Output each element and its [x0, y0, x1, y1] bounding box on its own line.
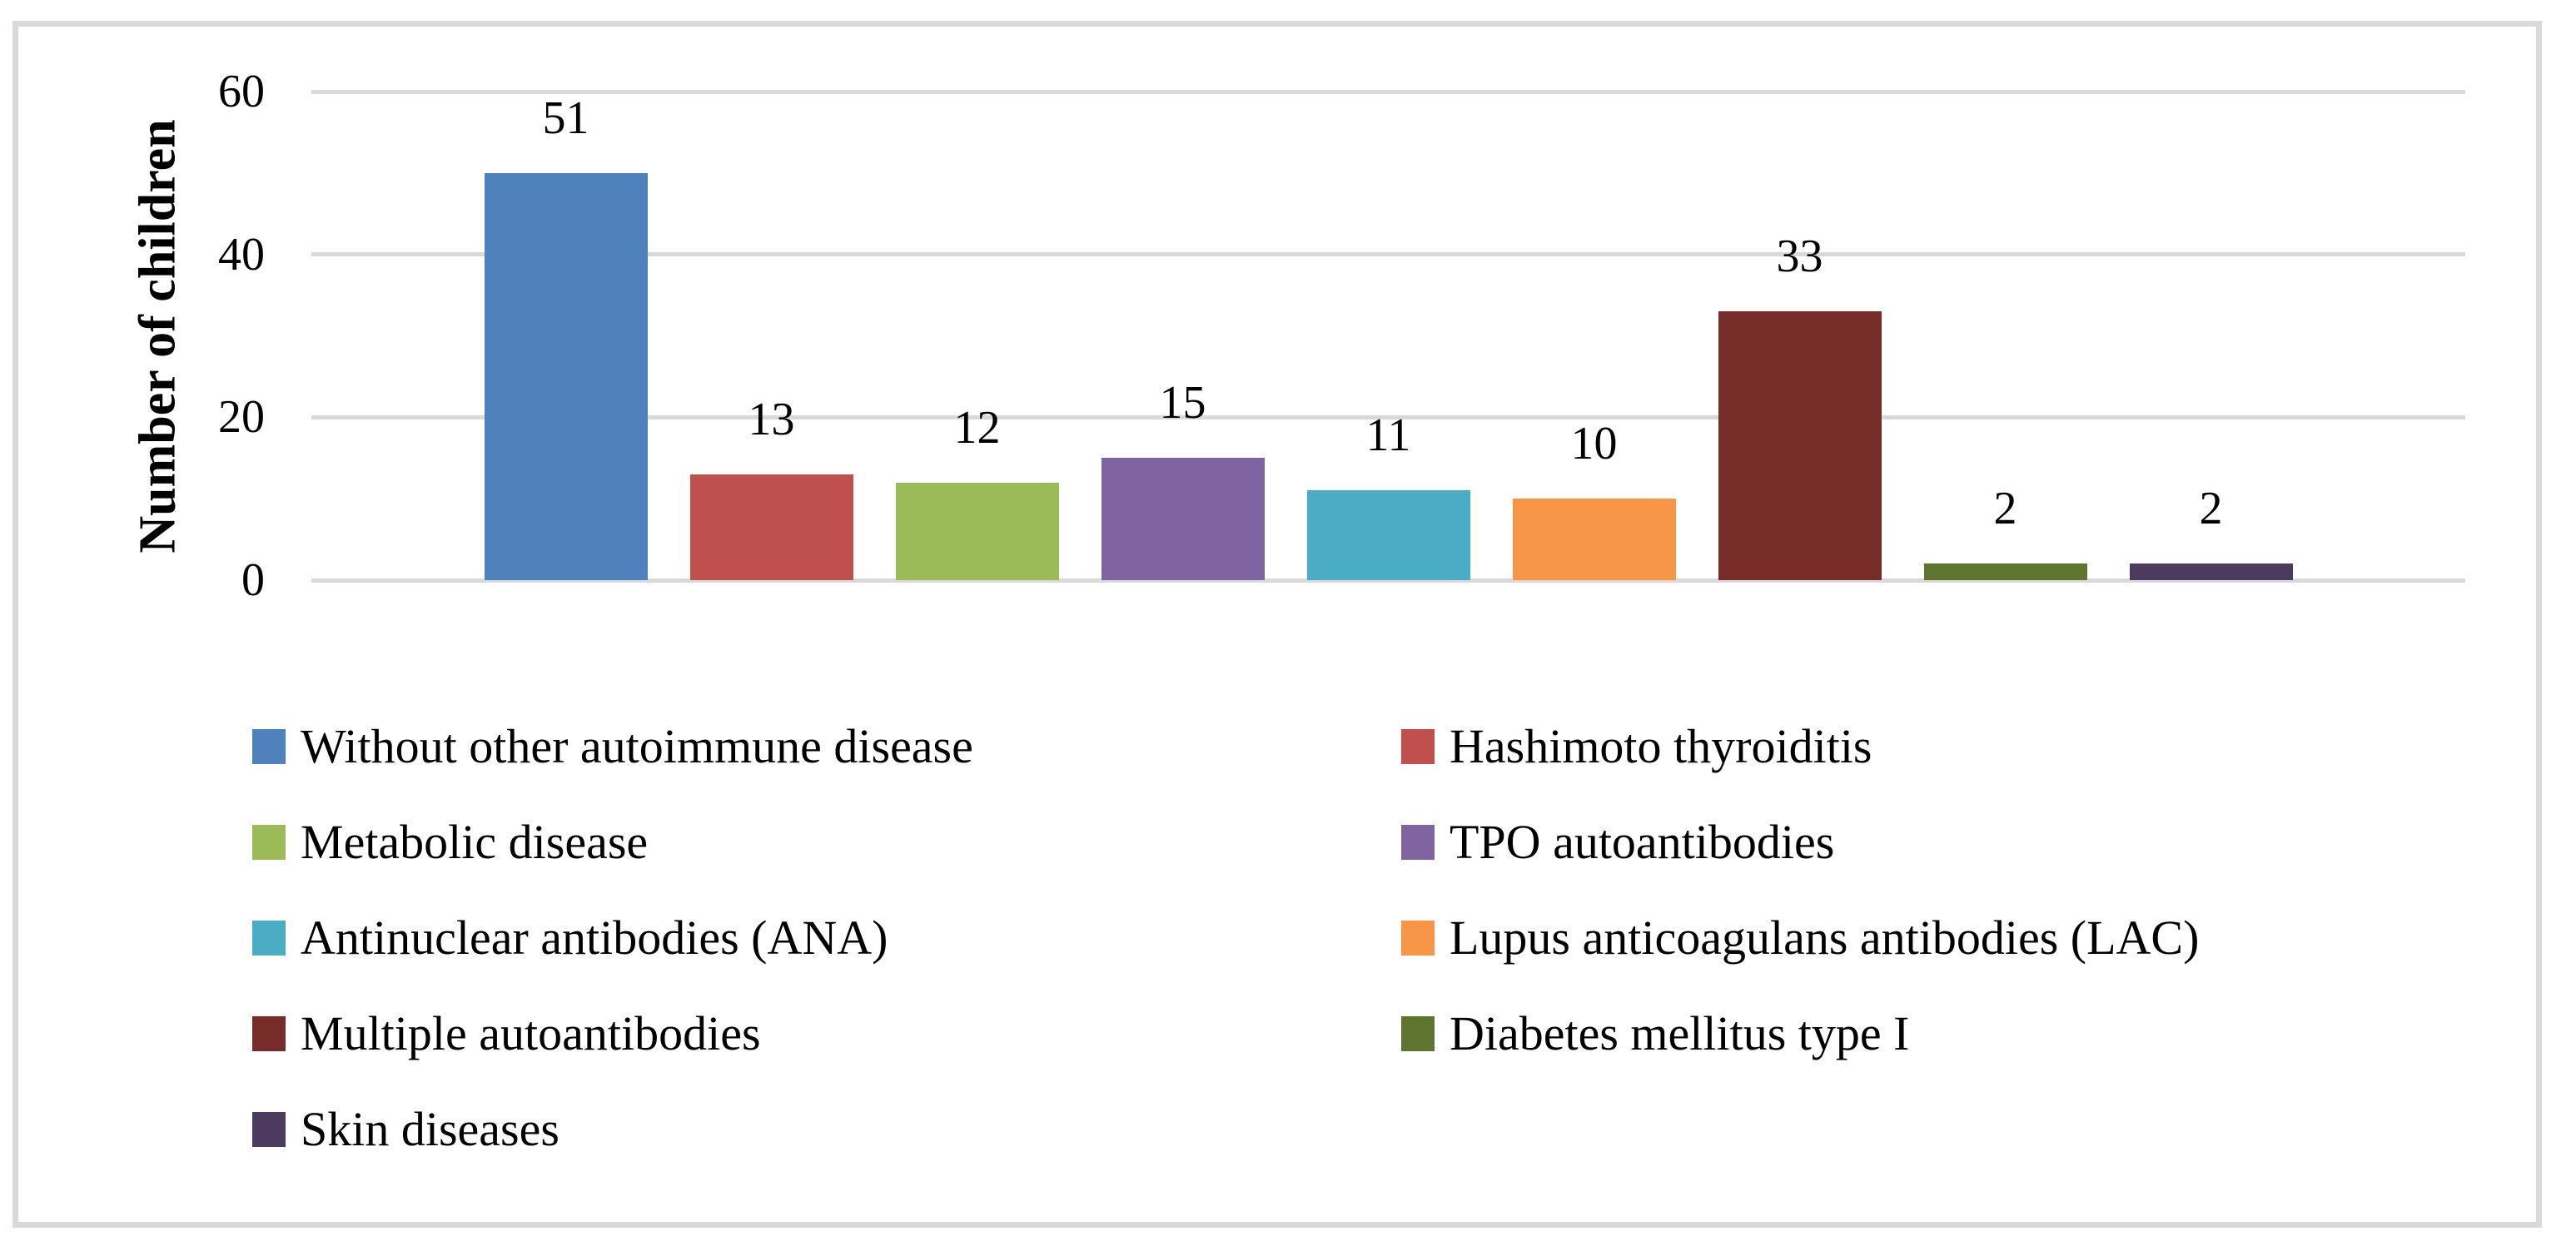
bar: [1306, 490, 1470, 580]
chart-plot-area: 51 13 12 15 11 10 33 2 2: [311, 89, 2465, 583]
legend-item: Hashimoto thyroiditis: [1401, 698, 2199, 794]
bars-row: 51 13 12 15 11 10 33 2 2: [311, 92, 2465, 580]
bar-value-label: 51: [542, 92, 589, 144]
bar: [895, 482, 1059, 580]
bar: [484, 173, 648, 580]
bar-slot: 13: [669, 92, 874, 580]
legend-swatch: [1401, 920, 1435, 956]
figure-border: [12, 21, 2542, 1228]
bar-value-label: 2: [1993, 483, 2017, 535]
legend-item: Without other autoimmune disease: [252, 698, 1401, 794]
legend-item: Diabetes mellitus type I: [1401, 985, 2199, 1081]
legend-label: Antinuclear antibodies (ANA): [301, 910, 888, 965]
bar: [2129, 563, 2293, 580]
legend-item: Skin diseases: [252, 1081, 1401, 1177]
bar-slot: 10: [1491, 92, 1697, 580]
legend-label: Diabetes mellitus type I: [1450, 1005, 1910, 1060]
bar-value-label: 33: [1776, 231, 1823, 283]
bar-slot: 51: [463, 92, 669, 580]
gridline: [311, 252, 2465, 257]
y-tick-label: 40: [218, 228, 265, 280]
legend-swatch: [252, 728, 286, 764]
bar: [1718, 311, 1882, 580]
bar-value-label: 2: [2199, 483, 2223, 535]
gridline: [311, 89, 2465, 94]
y-tick-label: 0: [241, 554, 265, 606]
bar-slot: 11: [1286, 92, 1491, 580]
legend-item: TPO autoantibodies: [1401, 794, 2199, 890]
legend-label: Metabolic disease: [301, 814, 649, 869]
bar-value-label: 15: [1159, 377, 1206, 429]
gridline: [311, 415, 2465, 419]
legend-label: Multiple autoantibodies: [301, 1005, 761, 1060]
legend-swatch: [1401, 1015, 1435, 1051]
bar-slot: 2: [1902, 92, 2108, 580]
bar-slot: 33: [1697, 92, 1902, 580]
gridline: [311, 578, 2465, 583]
legend-item: Metabolic disease: [252, 794, 1401, 890]
bar-value-label: 12: [953, 401, 1001, 454]
legend-item: Multiple autoantibodies: [252, 985, 1401, 1081]
bar: [689, 474, 853, 580]
legend-label: TPO autoantibodies: [1450, 814, 1835, 869]
y-tick-label: 20: [218, 391, 265, 444]
legend-swatch: [252, 824, 286, 860]
legend-item: Antinuclear antibodies (ANA): [252, 890, 1401, 985]
bar: [1101, 458, 1265, 580]
bar-slot: 2: [2108, 92, 2314, 580]
bar: [1923, 563, 2087, 580]
bar: [1512, 499, 1676, 580]
legend-swatch: [252, 920, 286, 956]
legend-label: Hashimoto thyroiditis: [1450, 718, 1872, 773]
legend: Without other autoimmune disease Hashimot…: [252, 698, 2199, 1177]
legend-label: Skin diseases: [301, 1101, 559, 1156]
y-tick-label: 60: [218, 66, 265, 117]
bar-value-label: 13: [748, 393, 795, 445]
bar-value-label: 10: [1570, 418, 1618, 470]
legend-item: Lupus anticoagulans antibodies (LAC): [1401, 890, 2199, 985]
legend-swatch: [1401, 824, 1435, 860]
bar-slot: 15: [1080, 92, 1286, 580]
legend-label: Without other autoimmune disease: [301, 718, 973, 773]
legend-label: Lupus anticoagulans antibodies (LAC): [1450, 910, 2200, 965]
bar-value-label: 11: [1365, 410, 1411, 462]
legend-swatch: [252, 1015, 286, 1051]
legend-swatch: [252, 1111, 286, 1147]
bar-slot: 12: [874, 92, 1080, 580]
legend-swatch: [1401, 728, 1435, 764]
y-axis-title: Number of children: [129, 119, 186, 554]
